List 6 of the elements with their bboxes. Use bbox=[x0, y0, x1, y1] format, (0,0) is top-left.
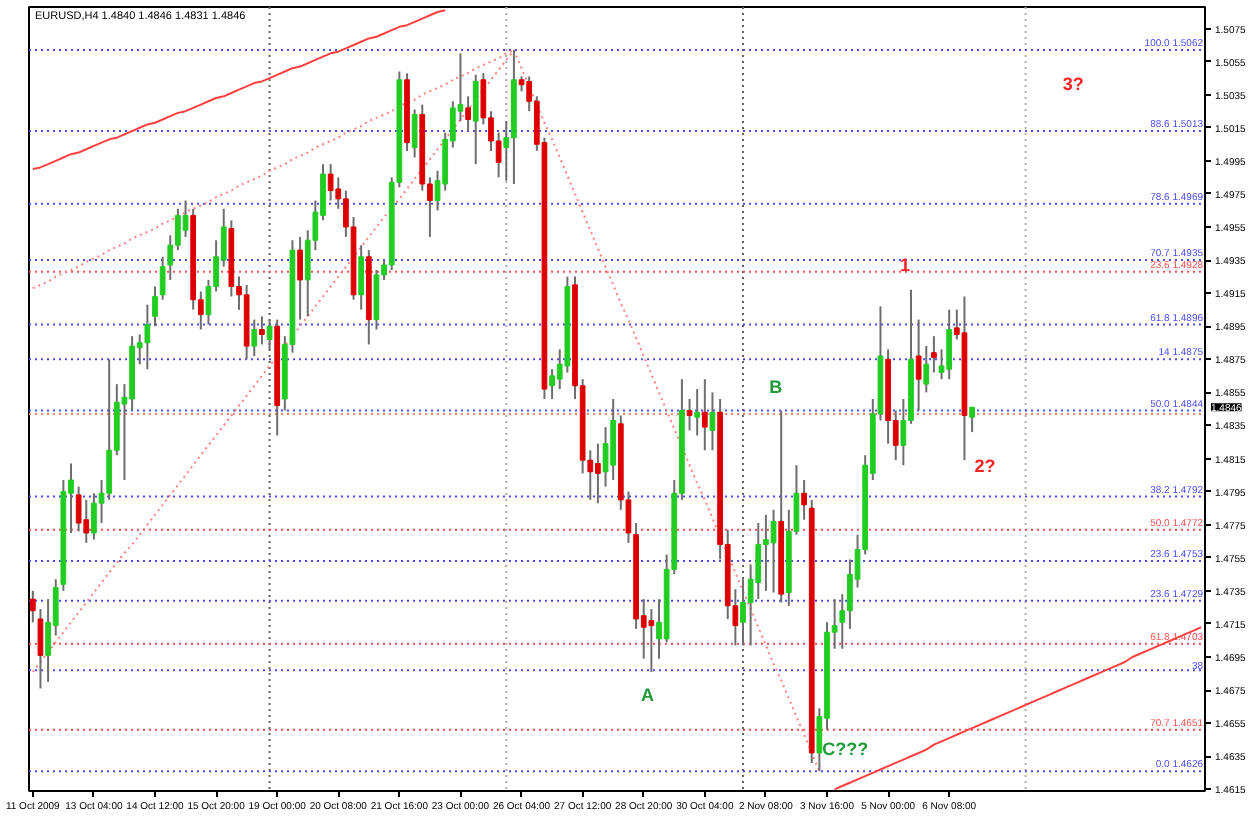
annotation: 2? bbox=[974, 456, 996, 477]
annotation: 1 bbox=[900, 255, 911, 276]
annotation: C??? bbox=[822, 738, 869, 759]
annotation: 3? bbox=[1062, 73, 1084, 94]
annotation: B bbox=[769, 377, 784, 398]
annotation: A bbox=[641, 685, 656, 706]
